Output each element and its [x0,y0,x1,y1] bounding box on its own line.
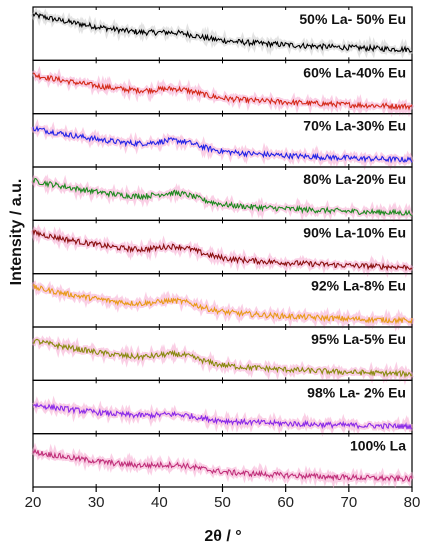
series-label: 92% La-8% Eu [311,278,406,294]
panel-4: 90% La-10% Eu [30,219,414,279]
y-axis-title: Intensity / a.u. [8,179,25,286]
panel-6: 95% La-5% Eu [31,326,414,386]
x-tick-label: 80 [404,494,421,511]
series-line [32,11,413,53]
x-axis: 20 30 40 50 60 70 80 [25,487,421,511]
series-label: 100% La [350,438,406,454]
panel-1: 60% La-40% Eu [31,59,415,118]
series-line [32,448,413,483]
series-label: 70% La-30% Eu [303,118,406,134]
series-label: 50% La- 50% Eu [299,11,406,27]
panel-3: 80% La-20% Eu [30,166,414,223]
panel-2: 70% La-30% Eu [30,113,415,171]
series-line [32,283,413,325]
x-tick-label: 40 [151,494,168,511]
panel-5: 92% La-8% Eu [31,273,415,332]
series-line [32,125,413,164]
series-line [32,72,413,111]
series-label: 60% La-40% Eu [303,64,406,80]
panel-7: 98% La- 2% Eu [32,379,414,437]
series-label: 95% La-5% Eu [311,331,406,347]
x-tick-label: 60 [277,494,294,511]
series-label: 80% La-20% Eu [303,171,406,187]
series-line [32,177,413,217]
series-line [32,402,413,430]
series-line [32,338,413,379]
series-line [32,229,413,272]
x-tick-label: 70 [340,494,357,511]
x-axis-title: 2θ / ° [204,528,241,545]
x-tick-label: 20 [25,494,42,511]
panel-0: 50% La- 50% Eu [30,6,413,61]
panels: 50% La- 50% Eu 60% La-40% Eu 70% La-30% Eu… [30,6,415,489]
series-label: 90% La-10% Eu [303,224,406,240]
x-tick-label: 30 [88,494,105,511]
panel-8: 100% La [31,433,415,489]
series-label: 98% La- 2% Eu [307,384,406,400]
x-tick-label: 50 [214,494,231,511]
